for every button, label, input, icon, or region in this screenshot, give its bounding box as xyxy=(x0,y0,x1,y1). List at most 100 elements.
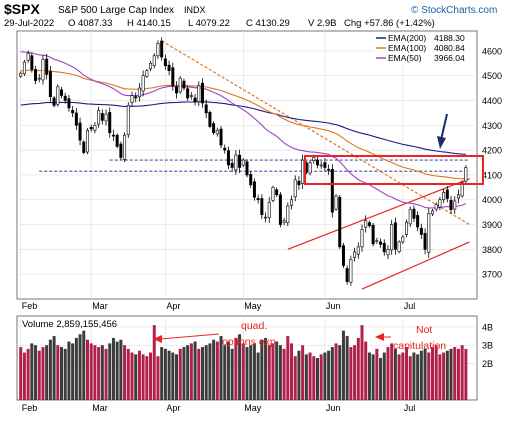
date-tick-label: May xyxy=(244,403,262,413)
chart-symbol: $SPX xyxy=(4,1,40,17)
volume-bar xyxy=(267,345,271,400)
volume-legend: Volume 2,859,155,456 xyxy=(22,319,117,330)
volume-bar xyxy=(297,350,301,400)
volume-bar xyxy=(219,336,223,400)
candle-down xyxy=(260,198,264,215)
candle-up xyxy=(19,72,23,77)
candle-up xyxy=(178,77,182,93)
volume-bar xyxy=(226,341,230,400)
candle-up xyxy=(85,129,89,153)
candle-down xyxy=(193,97,197,103)
volume-bar xyxy=(22,352,26,400)
candle-down xyxy=(371,224,375,245)
volume-bar xyxy=(108,343,112,400)
volume-bar xyxy=(85,339,89,400)
resistance-box xyxy=(304,155,484,185)
volume-tick-label: 4B xyxy=(482,322,493,332)
volume-bar xyxy=(375,348,379,400)
volume-bar xyxy=(193,341,197,400)
annotation-not-line2: capitulation xyxy=(393,340,446,352)
candle-up xyxy=(356,246,360,255)
volume-bar xyxy=(45,345,49,400)
volume-bar xyxy=(93,345,97,400)
date-tick-label: Jun xyxy=(326,403,341,413)
volume-bar xyxy=(67,341,71,400)
volume-bar xyxy=(52,336,56,400)
volume-bar xyxy=(423,348,427,400)
volume-bar xyxy=(100,345,104,400)
candle-down xyxy=(338,196,342,248)
volume-bar xyxy=(360,325,364,400)
candle-down xyxy=(419,227,423,235)
candle-down xyxy=(278,194,282,225)
candle-up xyxy=(312,157,316,162)
volume-bar xyxy=(338,345,342,400)
candle-up xyxy=(434,204,438,210)
legend-ema50-value: 3966.04 xyxy=(434,53,465,63)
volume-bar xyxy=(152,325,156,400)
volume-bar xyxy=(145,356,149,400)
volume-bar xyxy=(256,352,260,400)
candle-down xyxy=(67,98,71,109)
chart-date: 29-Jul-2022 xyxy=(4,18,54,29)
volume-bar xyxy=(401,352,405,400)
volume-bar xyxy=(97,347,101,400)
ema-lines xyxy=(20,51,467,209)
candle-down xyxy=(45,58,49,75)
candle-down xyxy=(134,96,138,99)
volume-bar xyxy=(386,347,390,400)
volume-bar xyxy=(238,334,242,400)
candle-up xyxy=(215,129,219,135)
volume-bar xyxy=(123,345,127,400)
volume-bar xyxy=(163,348,167,400)
candle-up xyxy=(430,210,434,215)
channel-upper-line xyxy=(287,178,470,250)
candle-down xyxy=(423,232,427,250)
volume-bar xyxy=(178,348,182,400)
date-axis: Feb Feb Mar Mar Apr Apr May May Jun Jun Jul Jul xyxy=(22,301,416,413)
candle-up xyxy=(141,75,145,92)
horizontal-levels xyxy=(39,159,470,172)
candle-down xyxy=(160,40,164,58)
candle-up xyxy=(22,61,26,75)
candle-down xyxy=(327,168,331,171)
date-tick-label: Apr xyxy=(166,403,180,413)
annotation-not-line1: Not xyxy=(416,324,432,336)
candle-down xyxy=(230,162,234,168)
candle-up xyxy=(149,62,153,70)
volume-tick-label: 2B xyxy=(482,359,493,369)
candle-up xyxy=(271,187,275,201)
volume-bar xyxy=(71,343,75,400)
copyright: © StockCharts.com xyxy=(411,5,497,16)
volume-bar xyxy=(353,345,357,400)
candle-down xyxy=(245,161,249,176)
legend-ema200-value: 4188.30 xyxy=(434,33,465,43)
volume-bar xyxy=(308,352,312,400)
volume-bar xyxy=(160,347,164,400)
channel-lower-line xyxy=(361,241,470,290)
candle-down xyxy=(223,147,227,151)
candle-down xyxy=(445,189,449,199)
ema50-line xyxy=(20,51,467,209)
volume-bar xyxy=(186,345,190,400)
volume-bar xyxy=(278,345,282,400)
candle-up xyxy=(308,162,312,174)
candle-down xyxy=(393,222,397,250)
candle-up xyxy=(375,240,379,242)
volume-bar xyxy=(460,345,464,400)
legend-ema100-value: 4080.84 xyxy=(434,43,465,53)
candle-down xyxy=(175,86,179,94)
legend-ema100-name: EMA(100) xyxy=(388,43,426,53)
candle-down xyxy=(186,88,190,99)
grid xyxy=(17,31,477,400)
volume-bar xyxy=(405,347,409,400)
volume-bar xyxy=(104,348,108,400)
volume-bar xyxy=(427,352,431,400)
candle-down xyxy=(341,245,345,266)
candle-up xyxy=(267,201,271,219)
candle-down xyxy=(238,154,242,168)
volume-bar xyxy=(282,348,286,400)
volume-bar xyxy=(82,330,86,400)
volume-bar xyxy=(312,356,316,400)
candle-down xyxy=(256,198,260,201)
